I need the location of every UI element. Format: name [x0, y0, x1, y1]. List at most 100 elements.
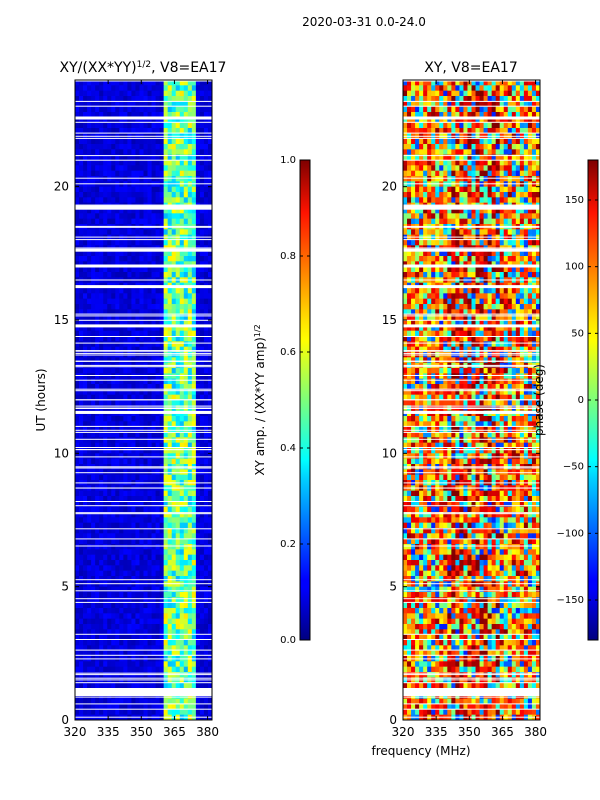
panel1-heatmap-cell: [103, 304, 108, 310]
panel1-flagged-row: [75, 247, 212, 249]
panel2-heatmap-cell: [527, 96, 533, 102]
panel1-heatmap-cell: [167, 85, 173, 92]
panel1-heatmap-cell: [99, 138, 104, 145]
panel1-heatmap-cell: [151, 320, 156, 326]
panel1-heatmap-cell: [187, 106, 193, 113]
panel1-heatmap-cell: [83, 421, 88, 428]
panel1-heatmap-cell: [127, 709, 132, 716]
panel2-heatmap-cell: [427, 165, 432, 172]
panel1-heatmap-cell: [183, 432, 189, 438]
panel1-heatmap-cell: [143, 272, 148, 278]
panel1-heatmap-cell: [159, 101, 165, 108]
panel1-heatmap-cell: [87, 586, 92, 593]
panel1-heatmap-cell: [79, 549, 84, 556]
panel1-heatmap-cell: [127, 117, 132, 124]
panel1-heatmap-cell: [83, 341, 88, 348]
panel1-heatmap-cell: [111, 176, 116, 182]
panel1-heatmap-cell: [135, 117, 140, 124]
panel1-heatmap-cell: [91, 272, 96, 278]
panel1-heatmap-cell: [135, 197, 140, 204]
panel1-heatmap-cell: [103, 522, 108, 529]
panel1-heatmap-cell: [207, 165, 212, 172]
panel1-heatmap-cell: [91, 469, 96, 476]
panel1-heatmap-cell: [99, 325, 104, 332]
panel1-heatmap-cell: [171, 325, 177, 332]
panel1-heatmap-cell: [171, 378, 177, 385]
panel1-heatmap-cell: [159, 565, 165, 572]
panel1-heatmap-cell: [155, 634, 161, 641]
panel2-heatmap-cell: [447, 176, 452, 182]
panel2-heatmap-cell: [463, 160, 468, 166]
panel1-heatmap-cell: [79, 96, 84, 102]
panel1-heatmap-cell: [163, 261, 169, 268]
panel1-heatmap-cell: [151, 288, 156, 294]
panel1-heatmap-cell: [187, 293, 193, 300]
panel1-heatmap-cell: [151, 389, 156, 396]
panel2-heatmap-cell: [475, 128, 480, 134]
panel1-heatmap-cell: [151, 512, 156, 518]
panel1-heatmap-cell: [155, 213, 161, 220]
panel2-heatmap-cell: [507, 138, 513, 145]
panel2-heatmap-cell: [507, 122, 513, 129]
panel2-heatmap-cell: [531, 154, 537, 161]
panel1-heatmap-cell: [103, 682, 108, 689]
panel1-heatmap-cell: [183, 250, 189, 257]
panel1-heatmap-cell: [119, 554, 124, 561]
panel1-heatmap-cell: [123, 320, 128, 326]
panel1-heatmap-cell: [99, 314, 104, 321]
panel1-heatmap-cell: [175, 501, 181, 508]
panel1-heatmap-cell: [103, 549, 108, 556]
panel1-heatmap-cell: [99, 112, 104, 118]
panel1-heatmap-cell: [147, 602, 152, 609]
panel1-heatmap-cell: [195, 186, 201, 193]
panel1-heatmap-cell: [135, 666, 140, 673]
panel1-heatmap-cell: [119, 112, 124, 118]
panel1-heatmap-cell: [99, 709, 104, 716]
panel1-heatmap-cell: [183, 661, 189, 668]
panel1-heatmap-cell: [155, 682, 161, 689]
panel2-heatmap-cell: [447, 101, 452, 108]
panel1-heatmap-cell: [99, 666, 104, 673]
panel1-heatmap-cell: [203, 330, 209, 337]
panel1-heatmap-cell: [147, 538, 152, 545]
panel2-heatmap-cell: [407, 85, 412, 92]
panel1-heatmap-cell: [167, 421, 173, 428]
panel1-heatmap-cell: [143, 469, 148, 476]
panel1-heatmap-cell: [171, 186, 177, 193]
panel1-heatmap-cell: [99, 613, 104, 620]
panel1-heatmap-cell: [179, 416, 185, 422]
panel2-heatmap-cell: [507, 165, 513, 172]
panel1-heatmap-cell: [107, 453, 112, 460]
panel1-heatmap-cell: [107, 378, 112, 385]
panel1-heatmap-cell: [187, 522, 193, 529]
panel1-heatmap-cell: [79, 586, 84, 593]
panel1-heatmap-cell: [115, 85, 120, 92]
panel1-heatmap-cell: [111, 629, 116, 636]
panel1-heatmap-cell: [135, 661, 140, 668]
panel1-heatmap-cell: [103, 176, 108, 182]
panel1-heatmap-cell: [139, 320, 144, 326]
panel1-heatmap-cell: [139, 682, 144, 689]
panel1-heatmap-cell: [91, 517, 96, 524]
panel1-heatmap-cell: [195, 330, 201, 337]
panel2-heatmap-cell: [491, 106, 497, 113]
panel1-heatmap-cell: [79, 576, 84, 582]
panel1-heatmap-cell: [199, 197, 205, 204]
panel1-heatmap-cell: [127, 442, 132, 449]
panel2-heatmap-cell: [439, 80, 444, 86]
panel1-heatmap-cell: [195, 565, 201, 572]
panel1-heatmap-cell: [187, 533, 193, 540]
panel2-heatmap-cell: [459, 101, 464, 108]
panel1-heatmap-cell: [207, 112, 212, 118]
panel2-heatmap-cell: [511, 160, 517, 166]
panel1-heatmap-cell: [83, 517, 88, 524]
panel1-heatmap-cell: [115, 80, 120, 86]
panel1-flagged-row: [75, 466, 212, 468]
panel1-heatmap-cell: [99, 517, 104, 524]
panel1-heatmap-cell: [155, 576, 161, 582]
panel1-heatmap-cell: [179, 154, 185, 161]
panel1-heatmap-cell: [163, 512, 169, 518]
panel1-heatmap-cell: [183, 597, 189, 604]
panel1-heatmap-cell: [87, 496, 92, 502]
panel2-heatmap-cell: [443, 96, 448, 102]
